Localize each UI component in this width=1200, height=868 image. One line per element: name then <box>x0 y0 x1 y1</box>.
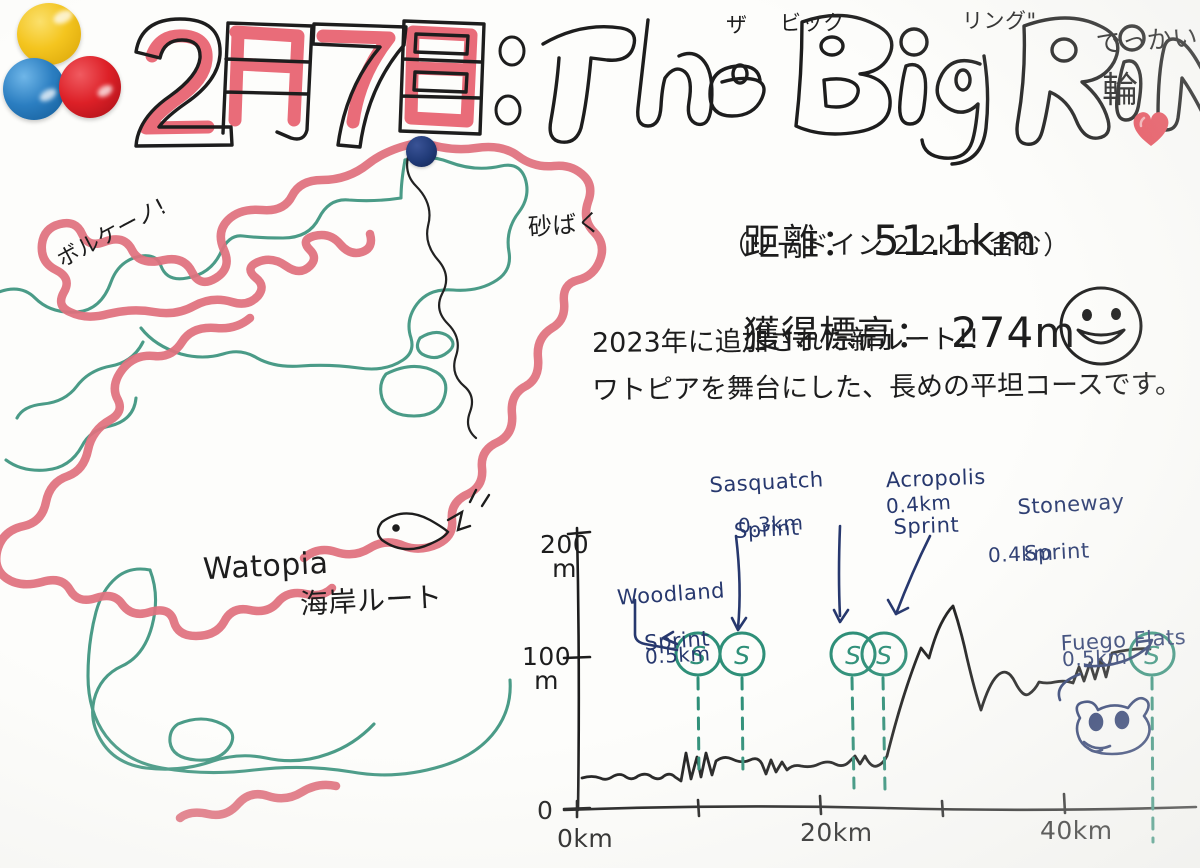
sprint-distance-acropolis: 0.4km <box>885 489 953 519</box>
x-tick-label-20km: 20km <box>800 818 873 847</box>
smiley-face-icon <box>1059 286 1143 366</box>
sprint-distance-woodland: 0.5km <box>644 641 711 669</box>
furigana-ring: リング" <box>962 9 1037 33</box>
description-line-1: 2023年に追加された新ルート!! <box>591 323 980 360</box>
blue-magnet[interactable] <box>3 58 65 120</box>
navy-start-magnet[interactable] <box>406 136 437 167</box>
red-magnet[interactable] <box>59 56 121 118</box>
furigana-big: ビック <box>780 11 845 35</box>
heart-icon <box>1133 112 1169 146</box>
sprint-droplines <box>696 676 1155 844</box>
chart-axes <box>562 526 1198 819</box>
map-label-region-sub: 海岸ルート <box>299 580 444 621</box>
description-line-2: ワトピアを舞台にした、長めの平坦コースです。 <box>591 368 1183 407</box>
sprint-label-stoneway-line1: Stoneway <box>1016 489 1126 519</box>
svg-text:S: S <box>690 641 706 670</box>
map-label-region: Watopia <box>202 545 330 588</box>
elevation-profile-chart: S S S S S <box>562 524 1198 844</box>
route-map <box>0 137 607 823</box>
yellow-magnet[interactable] <box>17 3 81 65</box>
cow-face-icon <box>1075 696 1151 756</box>
leadin-note: （リードイン 2.2km 含む） <box>722 231 1071 261</box>
map-label-desert: 砂ばく <box>527 208 603 242</box>
sprint-distance-stoneway: 0.4km <box>987 540 1054 568</box>
sprint-label-acropolis-line1: Acropolis <box>885 464 987 492</box>
svg-text:S: S <box>734 641 750 670</box>
sprint-label-woodland-line1: Woodland <box>616 577 726 610</box>
distance-label: 距離 <box>743 220 822 264</box>
y-tick-label-0: 0 <box>537 796 554 825</box>
furigana-the: ザ <box>726 13 748 37</box>
elevation-label: 獲得標高 <box>743 312 896 356</box>
sprint-arrows <box>633 524 1154 702</box>
sprint-label-sasquatch-line1: Sasquatch <box>708 466 825 497</box>
x-tick-label-40km: 40km <box>1040 816 1113 845</box>
elevation-line <box>580 604 1152 783</box>
fish-icon <box>376 488 491 551</box>
y-tick-label-100: 100 m <box>522 642 572 695</box>
elevation-separator: ： <box>895 312 934 356</box>
distance-separator: ： <box>821 220 860 264</box>
y-tick-label-200: 200 m <box>540 530 590 583</box>
sprint-distance-sasquatch: 0.3km <box>737 510 804 538</box>
sprint-label-stoneway: Stoneway Sprint <box>987 467 1129 592</box>
title-banner <box>134 13 1200 166</box>
svg-text:S: S <box>876 641 892 670</box>
coastline-path <box>0 155 529 777</box>
elevation-row: 獲得標高： 274m <box>692 272 1076 394</box>
sprint-distance-fuego: 0.5km <box>1061 644 1128 672</box>
x-tick-label-0km: 0km <box>557 824 614 853</box>
distance-value: 51.1km <box>873 215 1038 265</box>
elevation-value: 274m <box>951 307 1077 357</box>
sprint-badge-letters: S S S S S <box>690 641 1160 670</box>
distance-row: 距離： 51.1km <box>692 180 1038 302</box>
route-path <box>0 137 607 823</box>
sprint-label-acropolis-line2: Sprint <box>893 512 960 539</box>
bubble-text-line2: 輪 <box>1102 70 1139 111</box>
svg-text:S: S <box>845 641 861 670</box>
region-border-line <box>405 148 478 440</box>
sprint-badges <box>674 631 1176 677</box>
sprint-label-sasquatch: Sasquatch Sprint <box>679 444 828 569</box>
